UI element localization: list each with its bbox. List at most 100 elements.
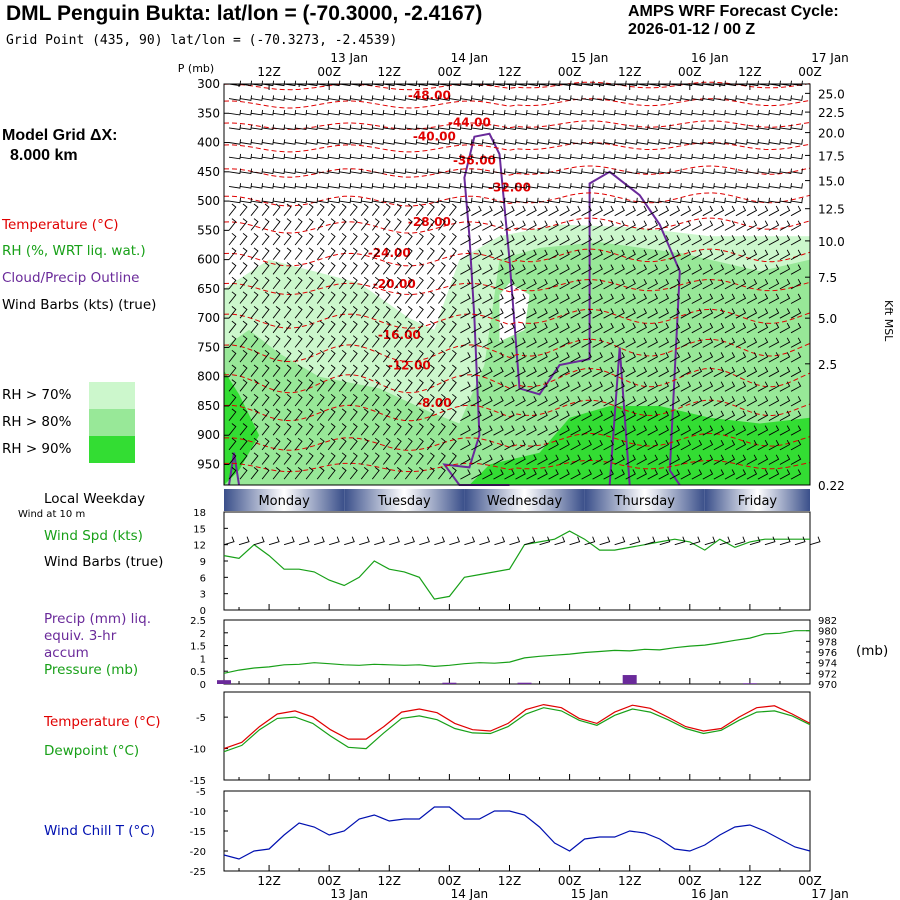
wind-barb <box>493 322 504 334</box>
wind-barb <box>471 278 482 290</box>
wind-barb <box>779 168 792 175</box>
wind-barb <box>283 408 292 421</box>
wind-barb <box>625 337 636 348</box>
wind-barb <box>306 153 319 160</box>
wind-barb <box>349 364 358 377</box>
wind-barb <box>713 249 725 260</box>
pressure-unit: (mb) <box>856 643 889 659</box>
temp-title: Temperature (°C) <box>44 714 161 730</box>
wind-barb <box>790 439 802 451</box>
wind-barb <box>460 352 471 363</box>
wind-barb <box>284 139 297 145</box>
wind-barb <box>592 337 603 348</box>
wind-barb <box>272 262 281 275</box>
wind-barb <box>625 439 636 451</box>
wind-barb <box>735 80 748 87</box>
wind-barb <box>316 335 325 348</box>
wind-barb <box>328 109 341 116</box>
pressure-tick-label: 700 <box>197 311 220 325</box>
precip-panel-ytick-label: 1.5 <box>190 642 206 653</box>
wind-barb <box>746 220 758 231</box>
wind-barb <box>504 293 515 304</box>
wind-barb <box>415 437 424 451</box>
wind-barb <box>239 218 248 231</box>
surface-wind-barb <box>434 536 445 546</box>
wind-barb <box>658 220 670 231</box>
wind-barb <box>284 153 297 160</box>
wind-barb <box>426 437 435 451</box>
temperature-contour <box>223 279 811 296</box>
wind-barb <box>250 197 264 204</box>
wind-barb <box>471 337 482 348</box>
wind-barb <box>327 218 336 231</box>
wind-barb <box>493 264 504 275</box>
wind-barb <box>316 364 325 377</box>
wind-barb <box>250 124 264 131</box>
wind-barb <box>327 467 336 480</box>
temperature-contour-label: -28.00 <box>408 215 451 229</box>
wind-barb <box>625 278 636 290</box>
wind-barb <box>416 183 429 189</box>
wind-barb <box>735 168 748 175</box>
wind-barb <box>328 153 341 160</box>
wind-barb <box>438 218 446 231</box>
temperature-contour <box>223 120 811 130</box>
wind-barb <box>746 153 759 160</box>
wind-barb <box>559 139 572 145</box>
pressure-ytick-label: 970 <box>818 680 837 691</box>
wind-barb <box>768 366 780 378</box>
wind-barb <box>647 124 660 131</box>
wind-barb <box>614 293 625 304</box>
wind-barb <box>548 439 559 451</box>
wind-barb <box>382 203 391 216</box>
wind-barb <box>493 278 504 290</box>
wind-barb <box>746 168 759 175</box>
wind-barb <box>658 249 670 260</box>
surface-wind-barb <box>344 536 355 546</box>
wind-barb <box>349 320 358 334</box>
wind-barb <box>581 352 592 363</box>
wind-barb <box>482 410 493 421</box>
wind-barb <box>460 469 471 480</box>
wind-barb <box>394 139 407 145</box>
wind-barb <box>493 381 504 392</box>
wind-barb <box>394 183 407 189</box>
wind-barb <box>548 293 559 304</box>
wind-barb <box>493 168 506 175</box>
wind-barb <box>261 247 270 260</box>
wind-barb <box>746 410 758 421</box>
wind-barb <box>504 205 515 217</box>
wind-barb <box>581 278 592 290</box>
wind-barb <box>305 452 314 465</box>
wind-barb <box>349 247 358 260</box>
time-hour-label: 12Z <box>498 65 522 79</box>
wind-barb <box>548 205 559 217</box>
wind-barb <box>360 467 369 480</box>
height-tick-label: 22.5 <box>818 106 845 120</box>
wind-barb <box>382 364 391 377</box>
wind-barb <box>515 293 526 304</box>
wind-barb <box>250 262 259 275</box>
wind-barb <box>790 220 802 231</box>
wind-barb <box>350 197 363 204</box>
wind-barb <box>603 139 616 145</box>
wind-barb <box>515 168 528 175</box>
wind-barb <box>482 293 493 304</box>
wind-barb <box>393 320 402 334</box>
wind-barb <box>482 197 495 204</box>
wind-barb <box>515 322 526 334</box>
wind-barb <box>691 197 704 204</box>
wind-barb <box>548 352 559 363</box>
wind-barb <box>438 349 446 363</box>
wind-barb <box>691 95 704 101</box>
wind-barb <box>504 308 515 319</box>
wind-barb <box>735 381 747 392</box>
wind-barb <box>625 249 636 260</box>
wind-barb <box>438 95 451 101</box>
wind-barb <box>438 247 446 260</box>
wind-barb <box>625 308 636 319</box>
wind-barb <box>350 109 363 116</box>
wind-barb <box>625 469 636 480</box>
windspd-subtitle: Wind Barbs (true) <box>44 554 164 570</box>
wind-barb <box>647 183 660 189</box>
